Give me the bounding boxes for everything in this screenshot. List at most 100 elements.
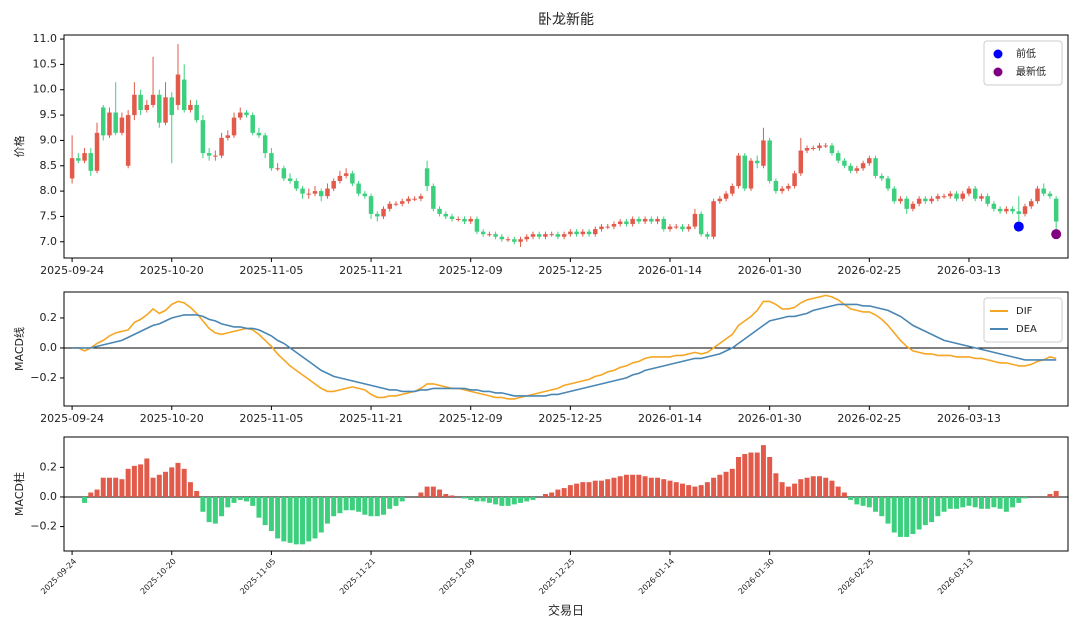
macd-bar: [306, 496, 312, 542]
candle-body: [512, 239, 517, 242]
candle-body: [966, 188, 972, 194]
candle-body: [1029, 201, 1034, 207]
candle-body: [910, 203, 916, 209]
candle-body: [997, 208, 1003, 212]
candle-body: [443, 213, 449, 217]
candle-body: [761, 140, 766, 166]
y-tick-label: −0.2: [30, 520, 57, 533]
macd-bar: [356, 496, 362, 512]
macd-bar: [138, 464, 144, 497]
macd-bar: [474, 496, 480, 502]
macd-bar: [997, 496, 1003, 509]
macd-bar: [88, 492, 94, 497]
macd-bar: [935, 496, 941, 517]
macd-bar: [592, 480, 598, 497]
x-tick-label: 2026-01-14: [638, 412, 702, 425]
candle-body: [661, 218, 667, 230]
chart-title: 卧龙新能: [538, 12, 594, 28]
macd-bar: [300, 496, 306, 545]
candle-body: [437, 208, 442, 214]
macd-bar: [468, 496, 474, 500]
macd-bar: [399, 496, 405, 502]
candle-body: [524, 236, 530, 240]
candle-body: [1041, 188, 1046, 194]
candle-body: [269, 153, 274, 169]
candle-body: [555, 234, 561, 237]
candle-body: [69, 158, 75, 179]
y-tick-label: 10.0: [33, 83, 58, 96]
x-axis-label: 交易日: [548, 603, 584, 618]
candle-body: [113, 112, 118, 133]
candle-body: [1053, 198, 1059, 222]
macd-bar: [144, 458, 150, 497]
x-tick-label: 2026-03-13: [936, 557, 975, 596]
macd-bar: [275, 496, 281, 539]
candle-body: [300, 188, 305, 194]
macd-bar: [555, 489, 561, 497]
candle-body: [213, 155, 218, 157]
macd-bar: [511, 496, 517, 505]
legend-marker: [993, 67, 1003, 77]
x-tick-label: 2026-01-14: [638, 264, 702, 277]
macd-bar: [212, 496, 218, 524]
candle-body: [318, 191, 324, 197]
legend-box: [983, 40, 1063, 86]
x-tick-label: 2025-12-25: [538, 264, 602, 277]
plot-frame: [63, 436, 1069, 552]
candle-body: [723, 193, 729, 199]
x-tick-label: 2025-12-09: [439, 264, 503, 277]
macd-bar: [692, 486, 698, 497]
macd-bar: [742, 454, 748, 497]
candle-body: [711, 201, 716, 237]
macd-bar: [100, 477, 106, 497]
macd-bar: [798, 479, 804, 497]
candle-body: [835, 153, 841, 161]
macd-bar: [387, 496, 393, 509]
candle-body: [132, 94, 137, 116]
candle-body: [119, 117, 125, 133]
candle-body: [891, 188, 897, 202]
candle-body: [144, 104, 150, 111]
macd-bar: [966, 496, 972, 506]
macd-bar: [150, 477, 156, 497]
x-tick-label: 2026-03-13: [937, 412, 1001, 425]
macd-bar: [156, 474, 162, 497]
candle-body: [287, 178, 293, 181]
candle-body: [331, 180, 336, 189]
candle-body: [1035, 188, 1040, 202]
candle-body: [561, 234, 567, 237]
macd-bar: [711, 477, 717, 497]
y-tick-label: 0.2: [40, 311, 58, 324]
macd-bar: [985, 496, 991, 509]
x-tick-label: 2026-02-25: [836, 557, 875, 596]
macd-bar: [493, 496, 499, 505]
y-tick-label: 8.0: [40, 184, 58, 197]
macd-bar: [268, 496, 274, 532]
x-tick-label: 2026-03-13: [937, 264, 1001, 277]
candle-body: [82, 153, 87, 161]
candle-body: [76, 158, 81, 161]
x-tick-label: 2026-01-30: [738, 264, 802, 277]
candle-body: [580, 231, 586, 235]
y-axis-label: MACD线: [12, 327, 26, 371]
macd-bar: [767, 456, 773, 497]
candle-body: [867, 158, 872, 164]
candle-body: [238, 112, 243, 118]
macd-bar: [922, 496, 928, 526]
macd-bar: [237, 496, 243, 500]
candle-body: [574, 231, 579, 235]
candle-body: [885, 178, 891, 189]
candle-body: [536, 234, 542, 237]
candle-body: [505, 239, 511, 241]
candle-body: [673, 226, 679, 228]
candle-body: [399, 201, 405, 204]
macd-bar: [331, 496, 337, 517]
macd-bar: [343, 496, 349, 511]
macd-bar: [524, 496, 530, 502]
candle-body: [157, 94, 162, 123]
candle-body: [219, 137, 224, 156]
candle-body: [294, 180, 299, 189]
x-tick-label: 2025-09-24: [40, 264, 104, 277]
